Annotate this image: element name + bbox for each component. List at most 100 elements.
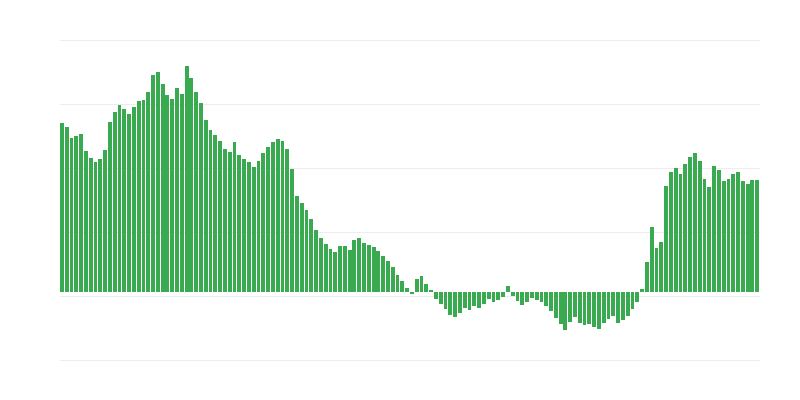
bar xyxy=(481,292,486,305)
bar xyxy=(549,292,553,312)
bar xyxy=(745,183,750,292)
bar xyxy=(299,203,304,292)
bar xyxy=(472,292,477,307)
bar xyxy=(88,158,93,292)
gridline xyxy=(60,296,760,297)
bar xyxy=(223,149,227,292)
bar xyxy=(597,292,601,330)
bar xyxy=(544,292,549,307)
bar xyxy=(208,130,213,292)
bar xyxy=(107,121,112,292)
bar xyxy=(462,292,467,308)
bar xyxy=(290,169,294,292)
bar xyxy=(338,245,342,292)
bar xyxy=(266,146,271,292)
bar xyxy=(726,178,731,292)
bar xyxy=(151,75,155,292)
bar xyxy=(256,160,261,292)
bar xyxy=(74,135,79,292)
bar xyxy=(189,78,194,292)
bar xyxy=(573,292,577,317)
bar xyxy=(275,139,280,292)
bar xyxy=(740,181,745,292)
bar xyxy=(736,171,740,292)
bar xyxy=(534,292,539,301)
bar xyxy=(553,292,558,319)
bar xyxy=(242,158,247,292)
bar xyxy=(247,162,251,292)
bar xyxy=(294,196,299,292)
bar xyxy=(558,292,563,324)
bar xyxy=(438,292,443,305)
bar xyxy=(79,133,84,292)
bar xyxy=(146,91,151,292)
bar xyxy=(83,151,88,292)
bar xyxy=(352,240,357,292)
bar xyxy=(304,210,309,292)
bar xyxy=(136,101,141,292)
bar xyxy=(69,137,74,292)
bar xyxy=(362,242,366,292)
bar xyxy=(525,292,529,303)
bar xyxy=(103,149,107,292)
bar xyxy=(414,279,419,292)
bar xyxy=(625,292,630,317)
bar xyxy=(328,249,333,292)
bar xyxy=(434,292,438,300)
bar xyxy=(616,292,621,323)
bar xyxy=(141,100,146,292)
bar xyxy=(457,292,462,314)
bar xyxy=(261,153,266,292)
bar xyxy=(165,94,170,292)
bar xyxy=(232,142,237,292)
bar xyxy=(381,256,386,292)
bar xyxy=(563,292,568,330)
bar xyxy=(93,162,98,292)
bar xyxy=(702,178,707,292)
bar xyxy=(357,238,362,292)
gridline xyxy=(60,104,760,105)
bar xyxy=(448,292,453,316)
bar xyxy=(683,164,688,292)
bar xyxy=(644,261,649,292)
bar xyxy=(721,181,726,292)
bar xyxy=(347,249,352,292)
bar xyxy=(371,247,376,292)
bar xyxy=(400,281,405,292)
bar xyxy=(390,267,395,292)
bar xyxy=(131,107,136,292)
bar xyxy=(510,292,515,296)
gridline xyxy=(60,168,760,169)
bar xyxy=(659,242,664,292)
bar xyxy=(386,261,390,292)
bar xyxy=(170,98,175,292)
bar xyxy=(270,142,275,292)
bar xyxy=(218,140,223,292)
gridline xyxy=(60,40,760,41)
bar xyxy=(568,292,573,323)
bar xyxy=(755,180,760,292)
bar xyxy=(750,180,755,292)
bar xyxy=(285,149,290,292)
bar xyxy=(520,292,525,305)
bar xyxy=(160,84,165,292)
bar xyxy=(688,156,692,292)
bar xyxy=(582,292,587,326)
bar xyxy=(122,108,127,292)
bar xyxy=(117,105,122,292)
bar xyxy=(64,126,69,292)
bar xyxy=(515,292,520,301)
bar xyxy=(673,167,678,292)
bar xyxy=(342,245,347,292)
bar xyxy=(419,276,424,292)
bar xyxy=(592,292,597,328)
bar xyxy=(486,292,491,300)
bar xyxy=(112,112,117,292)
bar xyxy=(477,292,481,308)
bar xyxy=(314,229,318,292)
bar xyxy=(213,135,218,292)
bar xyxy=(496,292,501,301)
bar xyxy=(333,251,338,292)
bar xyxy=(309,219,314,292)
